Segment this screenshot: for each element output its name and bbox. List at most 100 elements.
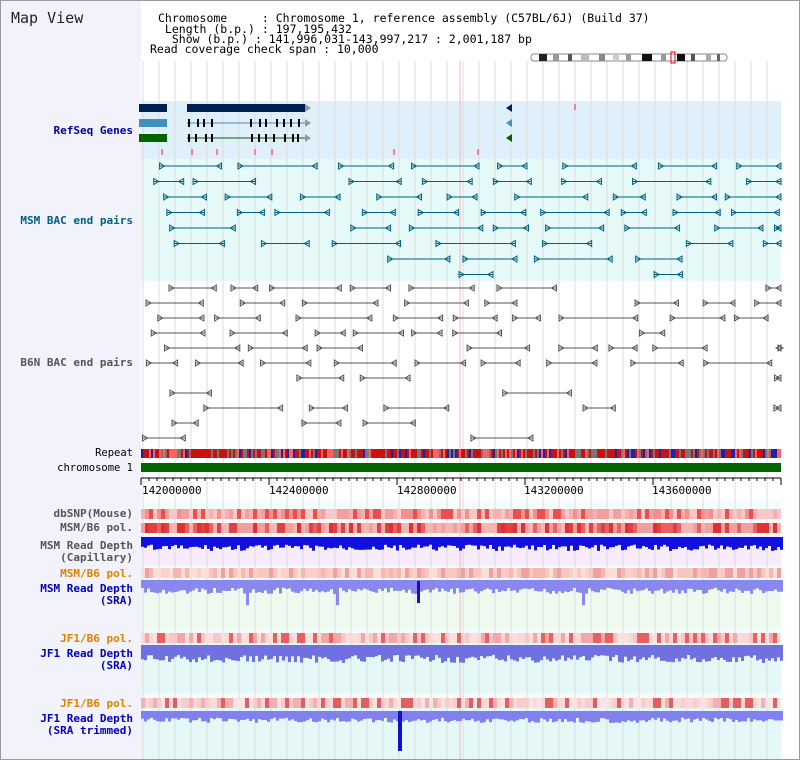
repeat-segment: [263, 449, 265, 458]
depth-bar: [156, 711, 159, 722]
heat-cell: [741, 633, 745, 643]
depth-bar: [525, 645, 528, 658]
heat-cell: [305, 568, 309, 578]
bac-end: [746, 177, 753, 186]
heat-cell: [693, 568, 697, 578]
repeat-segment: [151, 449, 153, 458]
depth-bar: [405, 537, 408, 550]
depth-bar: [774, 580, 777, 590]
depth-bar: [483, 537, 486, 547]
depth-bar: [462, 537, 465, 549]
depth-bar: [159, 645, 162, 661]
heat-cell: [693, 523, 697, 533]
depth-bar: [294, 711, 297, 721]
heat-cell: [377, 698, 381, 708]
heat-cell: [169, 509, 173, 519]
repeat-segment: [655, 449, 657, 458]
depth-bar: [177, 711, 180, 720]
repeat-segment: [533, 449, 535, 458]
depth-bar: [528, 645, 531, 658]
heat-cell: [753, 698, 757, 708]
heat-cell: [673, 568, 677, 578]
depth-bar: [300, 645, 303, 663]
depth-bar: [456, 537, 459, 548]
heat-cell: [429, 698, 433, 708]
heat-cell: [265, 698, 269, 708]
depth-bar: [237, 711, 240, 722]
repeat-segment: [359, 449, 361, 458]
repeat-segment: [715, 449, 717, 458]
depth-bar: [285, 537, 288, 545]
bac-end: [356, 344, 363, 352]
heat-cell: [285, 523, 289, 533]
depth-bar: [666, 645, 669, 662]
heat-cell: [173, 698, 177, 708]
bac-end: [558, 314, 565, 322]
heat-cell: [237, 698, 241, 708]
depth-bar: [450, 580, 453, 589]
depth-bar: [417, 711, 420, 720]
heat-cell: [185, 633, 189, 643]
heat-cell: [553, 509, 557, 519]
depth-bar: [405, 645, 408, 656]
heat-cell: [589, 509, 593, 519]
heat-cell: [481, 523, 485, 533]
heat-cell: [325, 568, 329, 578]
heat-cell: [141, 523, 145, 533]
heat-cell: [477, 523, 481, 533]
depth-bar: [429, 711, 432, 722]
heat-cell: [741, 523, 745, 533]
bac-end: [265, 193, 273, 201]
depth-bar: [162, 645, 165, 661]
bac-end: [224, 193, 232, 201]
label-jf1-pol-2: JF1/B6 pol.: [60, 697, 133, 710]
heat-cell: [273, 568, 277, 578]
repeat-segment: [273, 449, 275, 458]
heat-cell: [157, 633, 161, 643]
bac-end: [534, 314, 541, 322]
heat-cell: [261, 633, 265, 643]
bac-end: [205, 389, 212, 397]
depth-bar: [405, 580, 408, 593]
repeat-segment: [589, 449, 591, 458]
repeat-segment: [685, 449, 687, 458]
repeat-segment: [767, 449, 769, 458]
heat-cell: [197, 698, 201, 708]
heat-cell: [185, 509, 189, 519]
repeat-segment: [287, 449, 289, 458]
heat-cell: [517, 523, 521, 533]
depth-bar: [645, 645, 648, 661]
heat-cell: [497, 698, 501, 708]
heat-cell: [493, 568, 497, 578]
depth-bar: [264, 645, 267, 656]
heat-cell: [349, 633, 353, 643]
depth-bar: [546, 580, 549, 593]
depth-bar: [369, 645, 372, 658]
heat-cell: [345, 509, 349, 519]
depth-bar: [300, 580, 303, 592]
depth-bar: [429, 537, 432, 545]
heat-cell: [741, 698, 745, 708]
depth-spike: [398, 711, 402, 751]
heat-cell: [653, 509, 657, 519]
heat-cell: [337, 633, 341, 643]
heat-cell: [525, 568, 529, 578]
heat-cell: [777, 633, 781, 643]
heat-cell: [449, 509, 453, 519]
depth-bar: [237, 580, 240, 589]
repeat-segment: [335, 449, 337, 458]
repeat-segment: [439, 449, 441, 458]
repeat-segment: [219, 449, 221, 458]
bac-end: [237, 359, 244, 367]
heat-cell: [249, 698, 253, 708]
heat-cell: [613, 523, 617, 533]
depth-bar: [192, 580, 195, 591]
heat-cell: [493, 523, 497, 533]
depth-bar: [618, 537, 621, 545]
depth-bar: [330, 537, 333, 549]
heat-cell: [357, 633, 361, 643]
depth-bar: [321, 645, 324, 659]
heat-cell: [401, 509, 405, 519]
depth-bar: [255, 537, 258, 546]
